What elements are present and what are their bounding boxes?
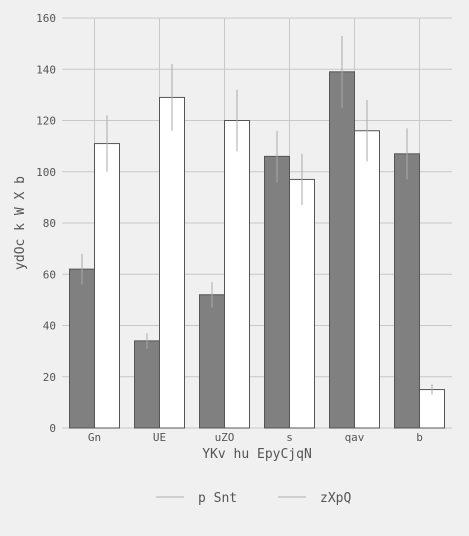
bar-series2 (224, 120, 250, 429)
y-tick-label: 120 (36, 115, 56, 128)
x-tick-label: s (286, 431, 293, 444)
bar-series2 (159, 96, 185, 429)
y-tick-label: 40 (43, 320, 56, 333)
x-axis-label: YKv hu EpyCjqN (202, 447, 312, 462)
bar-series2 (354, 130, 380, 429)
bar-series1 (264, 155, 290, 429)
bar-series1 (329, 71, 355, 429)
y-tick-label: 80 (43, 217, 56, 230)
bar-series2 (419, 389, 445, 429)
bars (69, 71, 445, 429)
grid-lines (62, 17, 452, 429)
bar-series2 (289, 178, 315, 429)
x-tick-label: Gn (88, 431, 101, 444)
y-ticks: 0 20 40 60 80 100 120 140 160 (36, 12, 56, 435)
bar-series1 (69, 268, 95, 429)
legend: p Snt zXpQ (156, 491, 351, 506)
x-ticks: Gn UE uZO s qav b (88, 431, 423, 444)
y-axis-label: ydOc k W X b (13, 176, 28, 270)
legend-label: zXpQ (320, 491, 351, 506)
legend-label: p Snt (198, 491, 237, 506)
bar-series2 (94, 143, 120, 429)
x-tick-label: b (416, 431, 423, 444)
y-tick-label: 20 (43, 371, 56, 384)
y-tick-label: 0 (49, 422, 56, 435)
bar-series1 (134, 340, 160, 429)
y-tick-label: 140 (36, 63, 56, 76)
y-tick-label: 60 (43, 268, 56, 281)
error-bars (81, 35, 433, 395)
x-tick-label: uZO (215, 431, 235, 444)
y-tick-label: 160 (36, 12, 56, 25)
bar-series1 (199, 294, 225, 429)
y-tick-label: 100 (36, 166, 56, 179)
x-tick-label: qav (345, 431, 365, 444)
bar-series1 (394, 153, 420, 429)
x-tick-label: UE (153, 431, 166, 444)
